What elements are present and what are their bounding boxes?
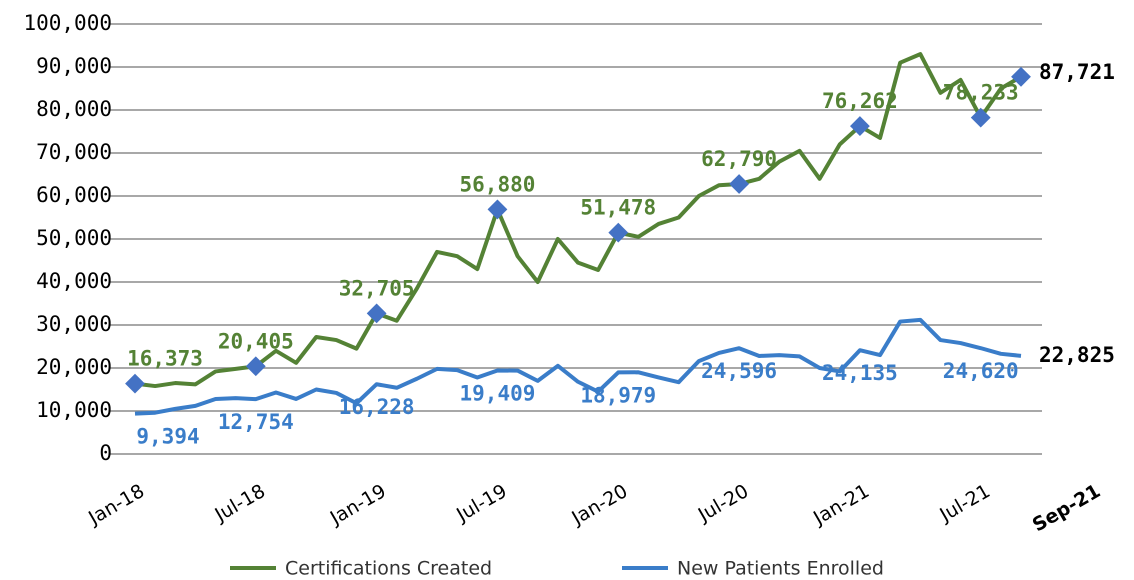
y-tick-label: 60,000 <box>36 183 112 207</box>
series-line <box>134 52 1023 389</box>
marker <box>487 199 508 220</box>
x-tick-label: Jan-20 <box>567 480 631 530</box>
data-label: 87,721 <box>1039 60 1115 84</box>
data-label: 56,880 <box>460 172 536 196</box>
data-label: 76,262 <box>822 89 898 113</box>
marker <box>729 174 749 194</box>
x-tick-label: Jan-21 <box>809 480 873 530</box>
y-tick-label: 10,000 <box>36 398 112 422</box>
data-label: 16,373 <box>127 347 203 371</box>
y-tick-label: 30,000 <box>36 312 112 336</box>
marker <box>245 356 266 377</box>
x-tick-label: Sep-21 <box>1029 480 1105 536</box>
data-label: 78,233 <box>943 81 1019 105</box>
y-tick-label: 40,000 <box>36 269 112 293</box>
x-tick-label: Jul-18 <box>210 480 269 527</box>
data-label: 18,979 <box>580 383 656 407</box>
y-tick-label: 0 <box>99 441 112 465</box>
x-tick-label: Jul-21 <box>935 480 994 527</box>
y-tick-label: 20,000 <box>36 355 112 379</box>
x-tick-label: Jul-20 <box>694 480 753 527</box>
y-tick-label: 80,000 <box>36 97 112 121</box>
y-tick-label: 90,000 <box>36 54 112 78</box>
data-label: 62,790 <box>701 147 777 171</box>
data-label: 16,228 <box>339 395 415 419</box>
x-tick-label: Jul-19 <box>452 480 511 527</box>
data-label: 24,620 <box>943 359 1019 383</box>
data-label: 24,135 <box>822 361 898 385</box>
data-label: 19,409 <box>460 382 536 406</box>
x-tick-label: Jan-19 <box>326 480 390 530</box>
legend-label: Certifications Created <box>285 558 492 580</box>
y-tick-label: 50,000 <box>36 226 112 250</box>
series-line <box>134 317 1022 416</box>
marker <box>125 373 145 394</box>
y-tick-label: 70,000 <box>36 140 112 164</box>
data-label: 51,478 <box>580 196 656 220</box>
data-label: 22,825 <box>1039 343 1115 367</box>
legend-label: New Patients Enrolled <box>677 558 884 580</box>
y-tick-label: 100,000 <box>23 11 112 35</box>
data-label: 9,394 <box>136 425 199 449</box>
data-label: 12,754 <box>218 410 294 434</box>
marker <box>366 303 387 324</box>
data-label: 20,405 <box>218 329 294 353</box>
data-label: 24,596 <box>701 359 777 383</box>
x-tick-label: Jan-18 <box>84 480 148 530</box>
data-label: 32,705 <box>339 276 415 300</box>
